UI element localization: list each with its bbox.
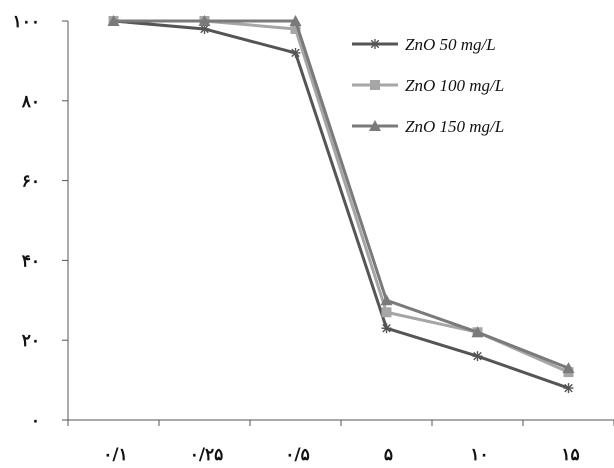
- y-tick-label: ۴۰: [22, 251, 40, 271]
- legend-item: ZnO 50 mg/L: [352, 35, 496, 54]
- x-tick-label: ۰/۱: [103, 445, 127, 465]
- legend-swatch-marker: [370, 80, 380, 90]
- series-line: [113, 19, 570, 374]
- legend-label: ZnO 100 mg/L: [405, 76, 504, 95]
- data-point: [290, 23, 301, 34]
- series-line: [113, 19, 570, 370]
- legend-label: ZnO 150 mg/L: [405, 117, 504, 136]
- x-tick-label: ۰/۵: [285, 445, 309, 465]
- data-point: [563, 383, 574, 394]
- x-tick-label: ۰/۲۵: [190, 445, 224, 465]
- y-tick-label: ۰: [31, 411, 40, 431]
- y-tick-label: ۲۰: [22, 331, 40, 351]
- legend-item: ZnO 150 mg/L: [352, 117, 504, 136]
- data-point: [198, 15, 211, 26]
- y-tick-label: ۱۰۰: [13, 12, 40, 32]
- legend-label: ZnO 50 mg/L: [405, 35, 496, 54]
- y-tick-label: ۶۰: [22, 172, 40, 192]
- axes: ۰ ۲۰ ۴۰ ۶۰ ۸۰ ۱۰۰ ۰/۱ ۰/۲۵ ۰/۵ ۵ ۱۰ ۱۵: [13, 12, 614, 465]
- data-point: [290, 47, 301, 58]
- series-1: [108, 16, 574, 394]
- y-tick-label: ۸۰: [21, 92, 40, 112]
- data-point: [381, 307, 392, 318]
- x-tick-label: ۵: [384, 445, 393, 465]
- series-layer: [107, 15, 575, 394]
- legend: ZnO 50 mg/L ZnO 100 mg/L ZnO 150 mg/L: [352, 35, 504, 136]
- series-3: [107, 15, 575, 374]
- legend-swatch-marker: [369, 120, 381, 131]
- data-point: [380, 294, 393, 306]
- data-point: [289, 15, 302, 26]
- data-point: [381, 323, 392, 334]
- x-tick-label: ۱۵: [561, 445, 579, 465]
- data-point: [562, 362, 575, 374]
- series-2: [108, 16, 574, 378]
- data-point: [107, 15, 120, 26]
- series-line: [113, 19, 569, 390]
- x-tick-label: ۱۰: [470, 445, 488, 465]
- legend-item: ZnO 100 mg/L: [352, 76, 504, 95]
- data-point: [472, 351, 483, 362]
- data-point: [471, 326, 484, 338]
- legend-swatch-marker: [370, 39, 380, 49]
